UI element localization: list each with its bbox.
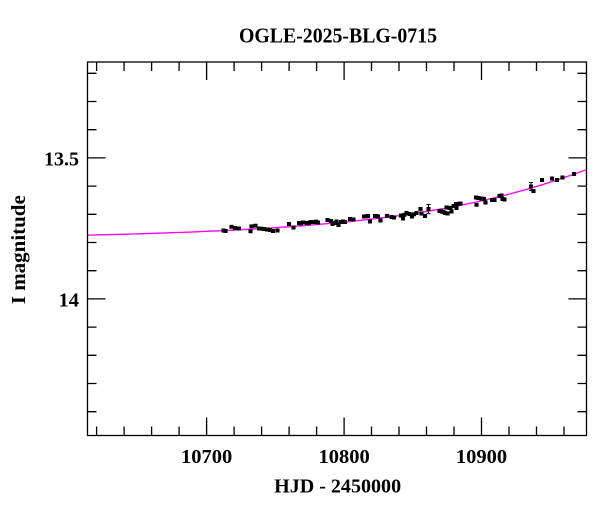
svg-text:10900: 10900 bbox=[456, 446, 507, 468]
svg-text:I magnitude: I magnitude bbox=[8, 195, 30, 304]
svg-text:OGLE-2025-BLG-0715: OGLE-2025-BLG-0715 bbox=[239, 23, 437, 47]
svg-text:13.5: 13.5 bbox=[44, 148, 79, 170]
svg-text:14: 14 bbox=[59, 290, 80, 312]
svg-text:HJD - 2450000: HJD - 2450000 bbox=[274, 475, 401, 497]
svg-text:10700: 10700 bbox=[181, 446, 232, 468]
svg-text:10800: 10800 bbox=[318, 446, 369, 468]
